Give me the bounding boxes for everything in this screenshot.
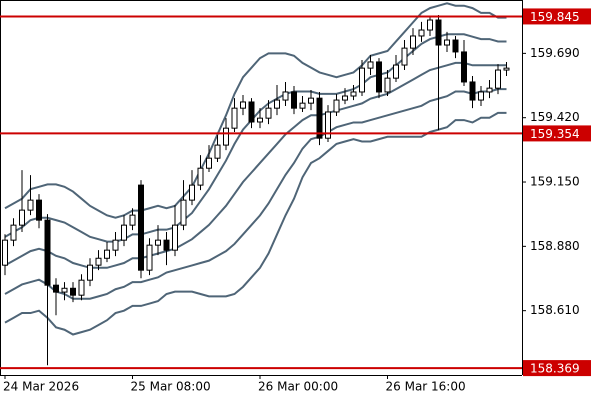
candle-body (410, 35, 416, 49)
band-line (4, 33, 507, 243)
level-label-box (523, 360, 591, 377)
candle-body (393, 64, 399, 79)
candle-body (87, 264, 93, 281)
candle-body (2, 239, 8, 266)
candle-body (27, 199, 34, 211)
candle-body (248, 101, 255, 123)
candle-body (163, 239, 170, 251)
x-tick-label: 26 Mar 00:00 (258, 380, 338, 394)
y-tick-label: 158.610 (530, 303, 580, 317)
candle-body (19, 209, 25, 226)
candle-body (427, 19, 433, 31)
candle-body (231, 107, 238, 129)
candle-body (240, 101, 246, 109)
y-tick-label: 158.880 (530, 239, 580, 253)
candle-body (359, 67, 365, 93)
candle-body (291, 91, 297, 109)
candle-body (282, 91, 289, 101)
candle-body (78, 279, 85, 296)
candle-body (61, 287, 68, 293)
band-line (4, 88, 507, 300)
level-label-box (523, 125, 591, 142)
candle-body (146, 244, 153, 271)
candle-body (112, 239, 119, 251)
candle-body (155, 239, 161, 246)
x-tick-label: 26 Mar 16:00 (386, 380, 466, 394)
candle-body (308, 97, 314, 104)
candle-body (206, 157, 212, 169)
candle-body (36, 199, 42, 221)
candle-body (333, 99, 340, 113)
candle-body (274, 99, 280, 109)
candle-body (189, 184, 195, 201)
candle-body (342, 95, 348, 101)
candle-body (452, 39, 459, 53)
candle-body (265, 107, 272, 119)
level-label: 159.354 (530, 127, 580, 141)
y-tick-label: 159.150 (530, 175, 580, 189)
candle-body (257, 117, 263, 123)
candle-body (376, 61, 382, 93)
candle-body (316, 97, 323, 139)
candle-body (44, 219, 51, 286)
candle-body (503, 67, 510, 71)
level-label-box (523, 8, 591, 25)
candle-body (53, 284, 59, 293)
candle-body (325, 111, 331, 139)
y-tick-label: 159.420 (530, 110, 580, 124)
candle-body (223, 127, 229, 146)
candle-body (435, 19, 442, 46)
candle-body (129, 214, 136, 226)
candle-body (172, 224, 178, 251)
candle-body (401, 47, 408, 66)
level-label: 159.845 (530, 10, 580, 24)
candle-body (138, 184, 144, 271)
candle-body (461, 51, 467, 83)
candle-body (495, 69, 501, 89)
candle-body (478, 91, 484, 101)
x-tick-label: 25 Mar 08:00 (131, 380, 211, 394)
x-tick-label: 24 Mar 2026 (3, 380, 79, 394)
candle-body (104, 249, 110, 259)
candle-body (121, 224, 127, 241)
candle-body (350, 91, 357, 97)
candle-body (384, 77, 391, 93)
candle-body (214, 144, 221, 159)
candle-body (70, 287, 76, 296)
band-line (4, 2, 507, 219)
candle-body (197, 167, 204, 186)
level-label: 158.369 (530, 362, 580, 376)
candle-body (180, 199, 187, 226)
candle-body (469, 81, 476, 101)
band-line (4, 111, 507, 336)
candle-body (418, 29, 425, 37)
candle-body (486, 87, 493, 93)
candle-body (95, 257, 102, 266)
candle-body (299, 102, 306, 109)
candle-body (367, 61, 374, 69)
candle-body (10, 224, 17, 241)
candle-body (444, 39, 450, 46)
y-tick-label: 159.690 (530, 46, 580, 60)
